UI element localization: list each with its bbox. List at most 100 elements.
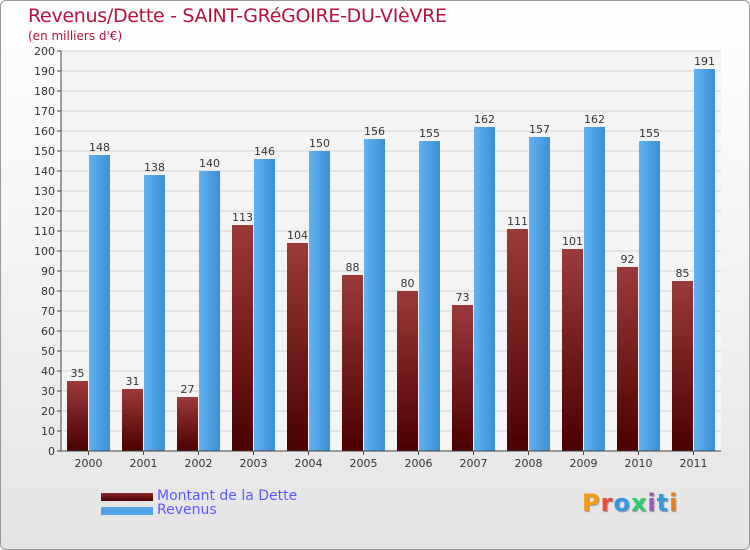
ytick-label-0: 0 bbox=[48, 445, 55, 458]
xtick-label-2004: 2004 bbox=[295, 457, 323, 470]
chart-title: Revenus/Dette - SAINT-GRéGOIRE-DU-VIèVRE bbox=[28, 5, 447, 27]
label-dette-2011: 85 bbox=[676, 267, 690, 280]
ytick-label-100: 100 bbox=[34, 245, 55, 258]
label-dette-2004: 104 bbox=[287, 229, 308, 242]
proxiti-logo: Proxiti bbox=[582, 489, 678, 517]
label-revenus-2000: 148 bbox=[89, 141, 110, 154]
ytick-label-170: 170 bbox=[34, 105, 55, 118]
label-revenus-2011: 191 bbox=[694, 55, 715, 68]
xtick-label-2003: 2003 bbox=[240, 457, 268, 470]
label-revenus-2002: 140 bbox=[199, 157, 220, 170]
label-dette-2006: 80 bbox=[401, 277, 415, 290]
bar-dette-2005 bbox=[342, 275, 363, 451]
xtick-label-2010: 2010 bbox=[625, 457, 653, 470]
xtick-label-2006: 2006 bbox=[405, 457, 433, 470]
ytick-label-150: 150 bbox=[34, 145, 55, 158]
bar-dette-2004 bbox=[287, 243, 308, 451]
ytick-label-70: 70 bbox=[41, 305, 55, 318]
label-dette-2005: 88 bbox=[346, 261, 360, 274]
xtick-label-2007: 2007 bbox=[460, 457, 488, 470]
xtick-label-2009: 2009 bbox=[570, 457, 598, 470]
label-revenus-2008: 157 bbox=[529, 123, 550, 136]
ytick-label-110: 110 bbox=[34, 225, 55, 238]
ytick-label-190: 190 bbox=[34, 65, 55, 78]
bar-revenus-2002 bbox=[199, 171, 220, 451]
label-dette-2009: 101 bbox=[562, 235, 583, 248]
bar-revenus-2003 bbox=[254, 159, 275, 451]
ytick-label-40: 40 bbox=[41, 365, 55, 378]
xtick-label-2008: 2008 bbox=[515, 457, 543, 470]
ytick-label-130: 130 bbox=[34, 185, 55, 198]
bar-revenus-2009 bbox=[584, 127, 605, 451]
grid-lines bbox=[61, 50, 721, 452]
label-revenus-2005: 156 bbox=[364, 125, 385, 138]
bar-dette-2011 bbox=[672, 281, 693, 451]
bars-group bbox=[67, 69, 715, 451]
label-revenus-2006: 155 bbox=[419, 127, 440, 140]
bar-dette-2000 bbox=[67, 381, 88, 451]
bar-dette-2003 bbox=[232, 225, 253, 451]
value-labels: 35 148 31 138 27 140 113 146 104 150 88 156 80 155 73 1… bbox=[71, 55, 716, 396]
logo-letter: o bbox=[613, 489, 631, 517]
bar-dette-2008 bbox=[507, 229, 528, 451]
logo-letter: t bbox=[656, 489, 670, 517]
bar-revenus-2004 bbox=[309, 151, 330, 451]
bar-dette-2006 bbox=[397, 291, 418, 451]
xtick-label-2005: 2005 bbox=[350, 457, 378, 470]
legend-swatch-revenus bbox=[101, 507, 153, 515]
bar-dette-2007 bbox=[452, 305, 473, 451]
ytick-label-200: 200 bbox=[34, 45, 55, 58]
ytick-label-30: 30 bbox=[41, 385, 55, 398]
ytick-label-60: 60 bbox=[41, 325, 55, 338]
ytick-label-90: 90 bbox=[41, 265, 55, 278]
legend-swatch-dette bbox=[101, 493, 153, 501]
label-dette-2001: 31 bbox=[126, 375, 140, 388]
ytick-label-180: 180 bbox=[34, 85, 55, 98]
logo-letter: i bbox=[647, 489, 657, 517]
label-dette-2007: 73 bbox=[456, 291, 470, 304]
label-revenus-2003: 146 bbox=[254, 145, 275, 158]
label-dette-2000: 35 bbox=[71, 367, 85, 380]
legend-label-dette: Montant de la Dette bbox=[157, 488, 298, 504]
bar-dette-2001 bbox=[122, 389, 143, 451]
label-revenus-2010: 155 bbox=[639, 127, 660, 140]
bar-revenus-2007 bbox=[474, 127, 495, 451]
logo-letter: P bbox=[582, 489, 601, 517]
logo-letter: i bbox=[669, 489, 679, 517]
label-revenus-2009: 162 bbox=[584, 113, 605, 126]
bar-revenus-2005 bbox=[364, 139, 385, 451]
chart-subtitle: (en milliers d'€) bbox=[28, 29, 123, 43]
xtick-label-2011: 2011 bbox=[680, 457, 708, 470]
ytick-label-50: 50 bbox=[41, 345, 55, 358]
label-revenus-2004: 150 bbox=[309, 137, 330, 150]
bar-revenus-2006 bbox=[419, 141, 440, 451]
label-dette-2008: 111 bbox=[507, 215, 528, 228]
bar-dette-2010 bbox=[617, 267, 638, 451]
ytick-label-20: 20 bbox=[41, 405, 55, 418]
label-dette-2003: 113 bbox=[232, 211, 253, 224]
xtick-label-2002: 2002 bbox=[185, 457, 213, 470]
xtick-label-2000: 2000 bbox=[75, 457, 103, 470]
label-dette-2002: 27 bbox=[181, 383, 195, 396]
bar-revenus-2011 bbox=[694, 69, 715, 451]
bar-revenus-2008 bbox=[529, 137, 550, 451]
label-revenus-2001: 138 bbox=[144, 161, 165, 174]
ytick-label-140: 140 bbox=[34, 165, 55, 178]
bar-revenus-2001 bbox=[144, 175, 165, 451]
xtick-label-2001: 2001 bbox=[130, 457, 158, 470]
ytick-label-160: 160 bbox=[34, 125, 55, 138]
ytick-label-120: 120 bbox=[34, 205, 55, 218]
label-dette-2010: 92 bbox=[621, 253, 635, 266]
logo-letter: x bbox=[630, 489, 648, 517]
bar-dette-2002 bbox=[177, 397, 198, 451]
label-revenus-2007: 162 bbox=[474, 113, 495, 126]
logo-letter: r bbox=[600, 489, 614, 517]
bar-revenus-2000 bbox=[89, 155, 110, 451]
legend-label-revenus: Revenus bbox=[157, 502, 217, 518]
ytick-label-10: 10 bbox=[41, 425, 55, 438]
bar-dette-2009 bbox=[562, 249, 583, 451]
axes: 0 10 20 30 40 50 60 70 80 90 100 110 120 130 140 150 160… bbox=[34, 45, 721, 470]
bar-revenus-2010 bbox=[639, 141, 660, 451]
